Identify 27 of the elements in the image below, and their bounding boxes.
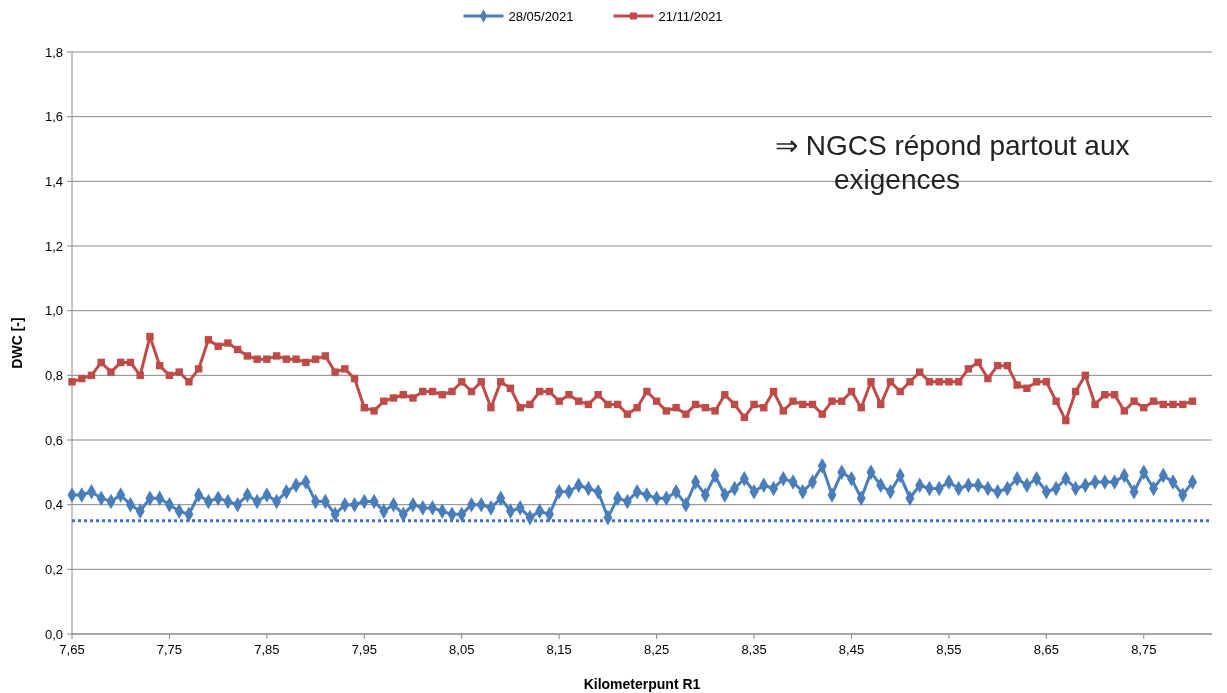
annotation: ⇒ NGCS répond partout aux exigences xyxy=(775,130,1130,195)
y-axis-title: DWC [-] xyxy=(9,317,25,369)
y-tick-label: 0,2 xyxy=(44,561,63,577)
legend-label: 28/05/2021 xyxy=(508,8,574,24)
x-tick-label: 8,55 xyxy=(936,642,962,657)
legend-label: 21/11/2021 xyxy=(658,8,723,24)
x-tick-label: 7,65 xyxy=(59,642,85,657)
y-tick-label: 0,6 xyxy=(44,432,63,448)
x-tick-label: 8,35 xyxy=(741,642,767,657)
x-tick-label: 8,45 xyxy=(838,642,865,657)
x-tick-label: 7,95 xyxy=(351,642,377,657)
x-tick-label: 8,05 xyxy=(449,642,475,657)
y-tick-label: 0,4 xyxy=(44,497,63,513)
x-tick-label: 7,75 xyxy=(156,642,183,657)
y-tick-label: 1,6 xyxy=(44,109,63,125)
y-tick-label: 1,2 xyxy=(44,238,63,254)
x-tick-label: 8,15 xyxy=(546,642,572,657)
x-tick-label: 8,65 xyxy=(1033,642,1060,657)
x-tick-label: 8,25 xyxy=(643,642,670,657)
y-tick-label: 1,0 xyxy=(44,303,63,319)
y-tick-label: 1,4 xyxy=(44,173,63,189)
x-tick-label: 8,75 xyxy=(1131,642,1157,657)
y-tick-label: 1,8 xyxy=(44,44,63,60)
y-tick-label: 0,8 xyxy=(44,367,63,383)
x-tick-label: 7,85 xyxy=(254,642,280,657)
x-axis-title: Kilometerpunt R1 xyxy=(583,676,701,692)
y-tick-label: 0,0 xyxy=(44,626,63,642)
